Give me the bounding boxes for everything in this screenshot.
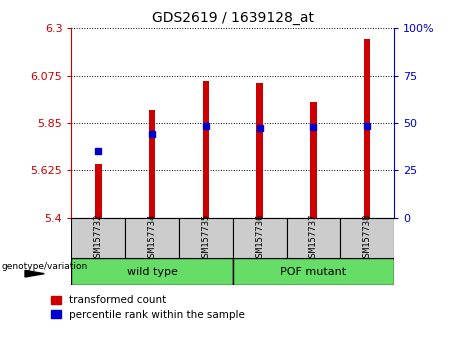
FancyBboxPatch shape (340, 218, 394, 258)
Bar (256, 83, 263, 218)
FancyBboxPatch shape (71, 218, 125, 258)
Text: GSM157736: GSM157736 (255, 214, 264, 262)
FancyBboxPatch shape (233, 258, 394, 285)
Text: POF mutant: POF mutant (280, 267, 347, 277)
Text: GSM157737: GSM157737 (309, 214, 318, 262)
FancyBboxPatch shape (71, 258, 233, 285)
Bar (95, 164, 101, 218)
Polygon shape (25, 270, 44, 277)
Bar (149, 110, 155, 218)
FancyBboxPatch shape (179, 218, 233, 258)
FancyBboxPatch shape (287, 218, 340, 258)
FancyBboxPatch shape (125, 218, 179, 258)
Text: GSM157732: GSM157732 (94, 214, 103, 262)
Legend: transformed count, percentile rank within the sample: transformed count, percentile rank withi… (51, 296, 245, 320)
Text: wild type: wild type (127, 267, 177, 277)
Text: GSM157738: GSM157738 (363, 214, 372, 262)
Bar (364, 39, 371, 218)
Text: GSM157735: GSM157735 (201, 214, 210, 262)
FancyBboxPatch shape (233, 218, 287, 258)
Title: GDS2619 / 1639128_at: GDS2619 / 1639128_at (152, 11, 314, 24)
Text: GSM157734: GSM157734 (148, 214, 157, 262)
Text: genotype/variation: genotype/variation (1, 262, 88, 271)
Bar (203, 81, 209, 218)
Bar (310, 102, 317, 218)
